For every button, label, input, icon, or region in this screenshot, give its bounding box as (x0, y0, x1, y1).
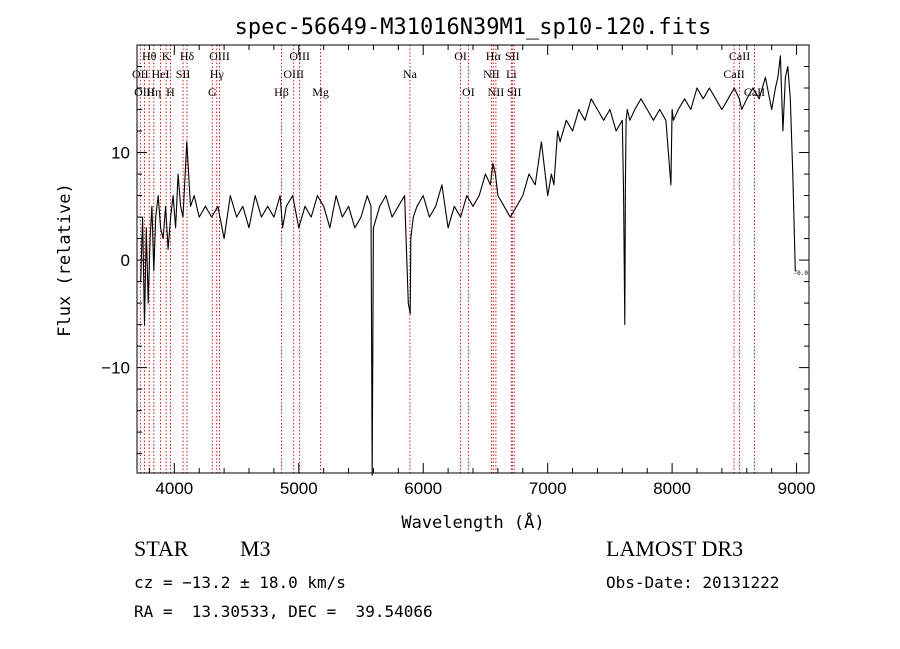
x-axis-label: Wavelength (Å) (401, 511, 544, 533)
x-tick-label: 6000 (404, 479, 442, 498)
line-label-19: Hα (486, 49, 502, 63)
line-label-23: Li (506, 67, 517, 81)
line-label-9: OIII (209, 49, 230, 63)
x-tick-label: 4000 (155, 479, 193, 498)
line-label-27: CaII (744, 85, 765, 99)
y-tick-label: 0 (121, 251, 130, 270)
x-tick-label: 5000 (280, 479, 318, 498)
series-endpoint-label: -0.0 (794, 270, 809, 277)
survey-name: LAMOST DR3 (606, 536, 744, 561)
spectral-line-markers (139, 45, 755, 473)
x-tick-label: 8000 (653, 479, 691, 498)
line-label-16: Na (403, 67, 418, 81)
line-label-8: Hδ (180, 49, 195, 63)
line-label-17: OI (454, 49, 467, 63)
chart-title: spec-56649-M31016N39M1_sp10-120.fits (235, 15, 712, 40)
line-label-24: SII (507, 85, 522, 99)
line-label-25: CaII (729, 49, 750, 63)
line-label-10: Hγ (210, 67, 225, 81)
x-tick-label: 7000 (529, 479, 567, 498)
line-label-26: CaII (723, 67, 744, 81)
line-label-4: HeI (152, 67, 170, 81)
line-label-2: OIII (134, 85, 155, 99)
object-subclass: M3 (240, 536, 271, 561)
flux-line (140, 55, 797, 476)
line-label-5: K (162, 49, 171, 63)
line-label-14: OIII (283, 67, 304, 81)
x-tick-label: 9000 (778, 479, 816, 498)
line-label-18: OI (462, 85, 475, 99)
plot-frame (136, 44, 810, 474)
line-label-3: Hη (146, 85, 161, 99)
line-label-11: G (208, 85, 217, 99)
flux-series: -0.0 (140, 55, 809, 476)
line-label-0: Hθ (142, 49, 157, 63)
redshift-velocity: cz = −13.2 ± 18.0 km/s (134, 573, 346, 592)
ra-dec-coordinates: RA = 13.30533, DEC = 39.54066 (134, 602, 433, 621)
line-label-13: OIII (289, 49, 310, 63)
line-label-15: Mg (312, 85, 329, 99)
y-tick-label: 10 (111, 144, 130, 163)
line-label-7: SII (176, 67, 191, 81)
line-label-6: H (166, 85, 175, 99)
line-label-21: NII (488, 85, 505, 99)
line-label-12: Hβ (274, 85, 289, 99)
axis-ticks: 4000 5000 6000 7000 8000 9000 10 0 −10 (101, 45, 815, 498)
line-label-22: SII (505, 49, 520, 63)
y-tick-label: −10 (101, 359, 130, 378)
y-axis-label: Flux (relative) (55, 183, 75, 337)
object-class: STAR (134, 536, 189, 561)
line-label-20: NII (483, 67, 500, 81)
observation-date: Obs-Date: 20131222 (606, 573, 780, 592)
line-label-1: OII (132, 67, 149, 81)
